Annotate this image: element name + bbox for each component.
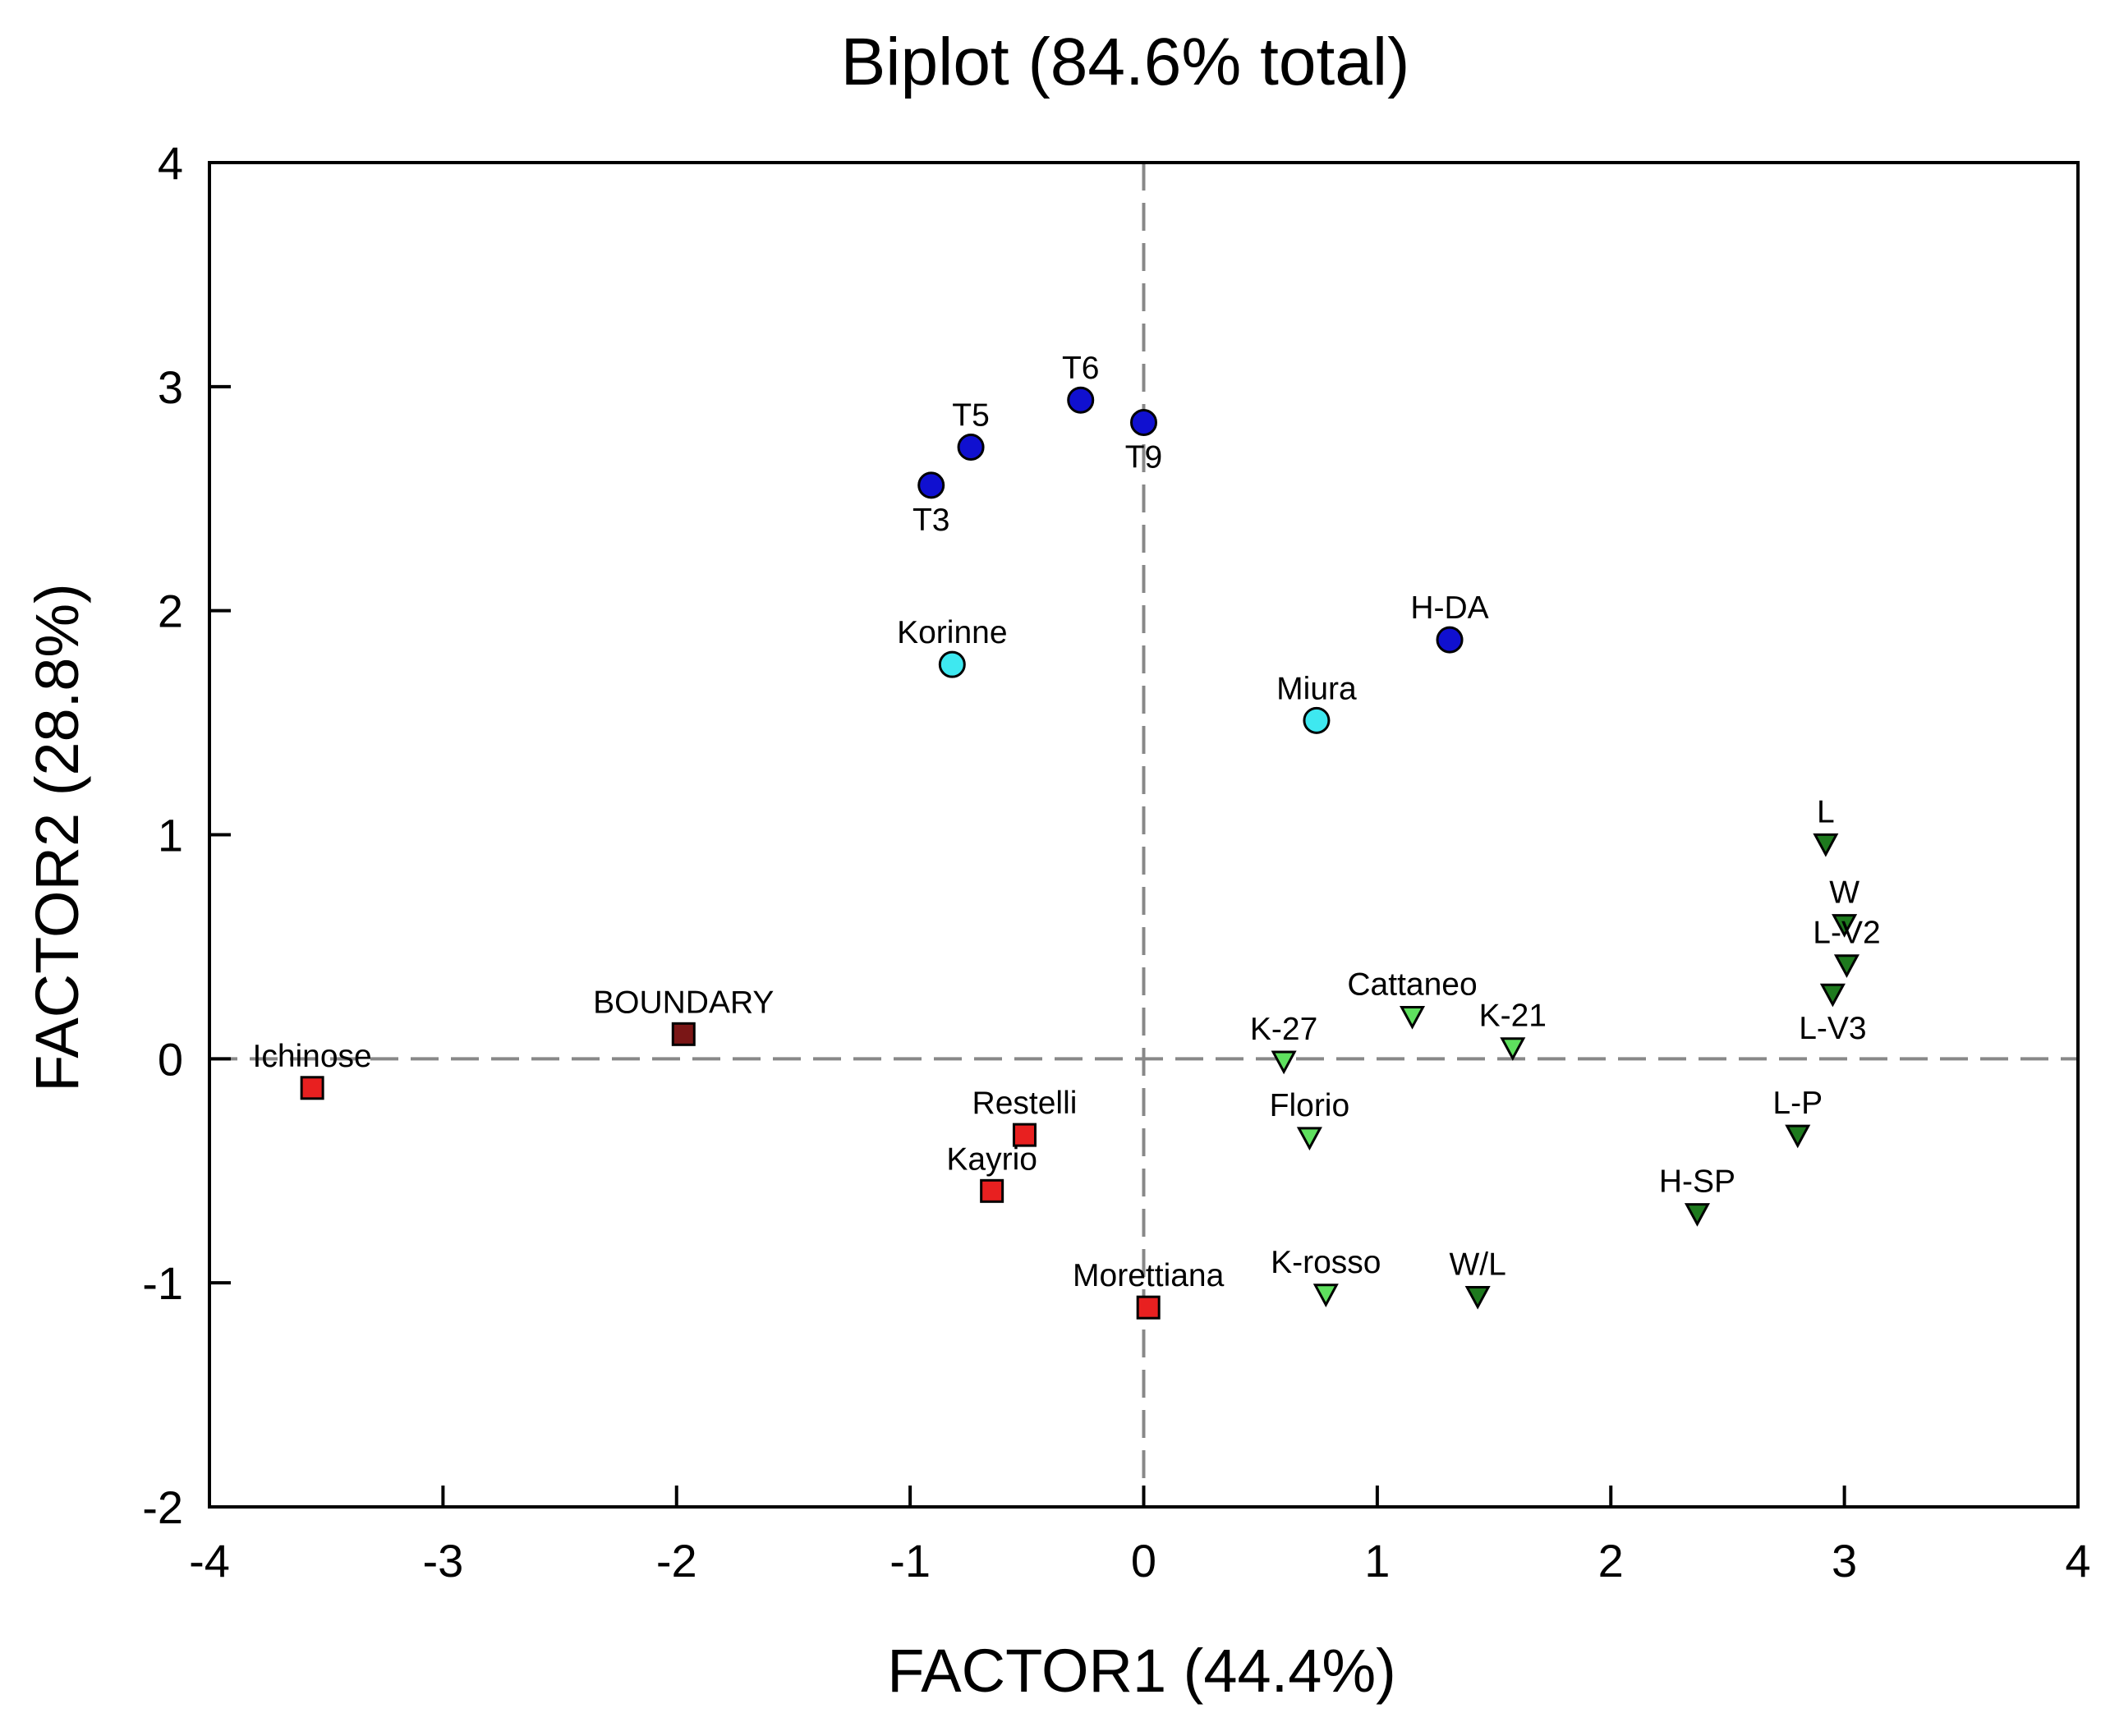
point-label-l-v2: L-V2 (1813, 916, 1880, 951)
point-label-t5: T5 (952, 397, 990, 433)
x-tick-label: -1 (890, 1535, 931, 1587)
x-tick-label: 2 (1598, 1535, 1624, 1587)
point-label-l-p: L-P (1772, 1086, 1823, 1121)
point-k-27 (1271, 1050, 1297, 1075)
point-label-t9: T9 (1125, 439, 1163, 475)
point-cattaneo (1400, 1005, 1426, 1030)
point-label-h-sp: H-SP (1659, 1164, 1735, 1200)
point-t6 (1067, 386, 1095, 414)
point-morettiana (1136, 1295, 1161, 1320)
y-tick-label: 2 (158, 586, 183, 637)
plot-area: -4 -3 -2 -1 0 1 2 3 4 -2 -1 0 1 2 3 4 T3 T5 T6 T9 H-DA Korinn… (142, 137, 2090, 1587)
x-tick-label: -2 (656, 1535, 697, 1587)
y-tick-label: 0 (158, 1033, 183, 1085)
point-label-t6: T6 (1062, 351, 1100, 386)
point-label-korinne: Korinne (897, 615, 1007, 650)
point-label-cattaneo: Cattaneo (1347, 967, 1477, 1002)
point-label-l-v3: L-V3 (1799, 1011, 1866, 1046)
point-florio (1296, 1127, 1322, 1150)
y-tick-label: 1 (158, 810, 183, 861)
point-label-florio: Florio (1270, 1088, 1350, 1123)
point-kayrio (980, 1178, 1004, 1203)
point-h-da (1436, 626, 1464, 654)
point-label-w-l: W/L (1449, 1247, 1506, 1283)
point-w (1832, 914, 1858, 938)
point-label-t3: T3 (912, 503, 950, 538)
x-axis-label: FACTOR1 (44.4%) (887, 1637, 1396, 1705)
y-axis-label: FACTOR2 (28.8%) (23, 583, 91, 1092)
point-label-boundary: BOUNDARY (593, 985, 774, 1020)
x-tick-label: 4 (2065, 1535, 2090, 1587)
point-korinne (938, 650, 966, 678)
point-t3 (917, 471, 945, 499)
point-label-miura: Miura (1276, 671, 1357, 706)
y-tick-label: 4 (158, 137, 183, 189)
x-tick-label: -3 (422, 1535, 463, 1587)
point-boundary (671, 1022, 696, 1046)
y-tick-label: -2 (142, 1481, 183, 1533)
y-tick-label: -1 (142, 1257, 183, 1309)
point-label-kayrio: Kayrio (946, 1141, 1037, 1177)
point-t9 (1130, 408, 1157, 436)
point-l-p (1785, 1124, 1811, 1149)
point-w-l (1464, 1286, 1491, 1310)
point-restelli (1012, 1123, 1037, 1147)
chart-title: Biplot (84.6% total) (841, 25, 1410, 99)
point-label-l: L (1817, 794, 1835, 829)
x-tick-label: 1 (1364, 1535, 1390, 1587)
point-label-ichinose: Ichinose (252, 1039, 371, 1074)
x-tick-label: -4 (189, 1535, 230, 1587)
point-t5 (957, 433, 985, 461)
point-l-v2 (1833, 954, 1859, 978)
point-ichinose (300, 1076, 324, 1100)
point-label-restelli: Restelli (972, 1086, 1078, 1121)
point-label-h-da: H-DA (1410, 590, 1488, 626)
point-miura (1303, 706, 1331, 734)
point-label-morettiana: Morettiana (1073, 1258, 1225, 1293)
y-tick-label: 3 (158, 361, 183, 413)
x-tick-label: 3 (1832, 1535, 1857, 1587)
point-label-k-27: K-27 (1250, 1012, 1317, 1047)
point-l (1813, 833, 1839, 857)
point-label-k-21: K-21 (1479, 999, 1547, 1034)
point-k-rosso (1312, 1284, 1339, 1307)
point-h-sp (1684, 1203, 1710, 1227)
point-l-v3 (1819, 983, 1846, 1008)
point-label-k-rosso: K-rosso (1271, 1245, 1381, 1280)
x-tick-label: 0 (1131, 1535, 1156, 1587)
point-k-21 (1500, 1037, 1526, 1061)
point-label-w: W (1829, 875, 1859, 911)
